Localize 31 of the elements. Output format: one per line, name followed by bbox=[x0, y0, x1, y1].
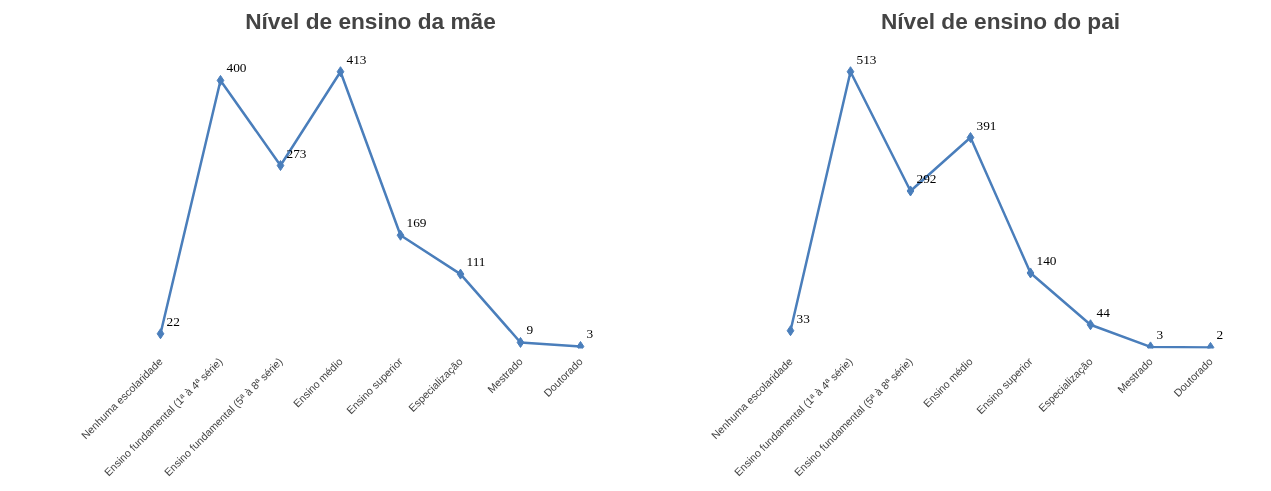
point bbox=[276, 160, 285, 172]
point bbox=[336, 66, 345, 78]
data-label: 44 bbox=[1096, 304, 1111, 320]
data-label: 3 bbox=[1156, 326, 1164, 342]
point bbox=[216, 74, 225, 86]
point bbox=[906, 185, 915, 197]
point bbox=[786, 325, 795, 337]
point bbox=[576, 340, 585, 349]
chart-title: Nível de ensino do pai bbox=[880, 7, 1121, 34]
data-label: 169 bbox=[406, 215, 427, 231]
data-label: 140 bbox=[1036, 252, 1057, 268]
data-label: 9 bbox=[526, 322, 534, 338]
point bbox=[1146, 341, 1155, 349]
data-label: 111 bbox=[466, 254, 486, 270]
data-label: 391 bbox=[976, 117, 997, 133]
point bbox=[456, 268, 465, 280]
point bbox=[516, 336, 525, 348]
point bbox=[396, 229, 405, 241]
data-label: 33 bbox=[796, 310, 811, 326]
data-label: 2 bbox=[1216, 327, 1224, 343]
point bbox=[966, 132, 975, 144]
data-label: 400 bbox=[226, 60, 247, 76]
chart-title: Nível de ensino da mãe bbox=[245, 7, 496, 34]
point bbox=[1086, 319, 1095, 331]
data-label: 413 bbox=[346, 51, 367, 67]
point bbox=[156, 328, 165, 340]
point bbox=[846, 66, 855, 78]
data-label: 513 bbox=[856, 51, 877, 67]
data-label: 22 bbox=[166, 313, 180, 329]
point bbox=[1026, 267, 1035, 279]
data-label: 3 bbox=[586, 326, 594, 342]
